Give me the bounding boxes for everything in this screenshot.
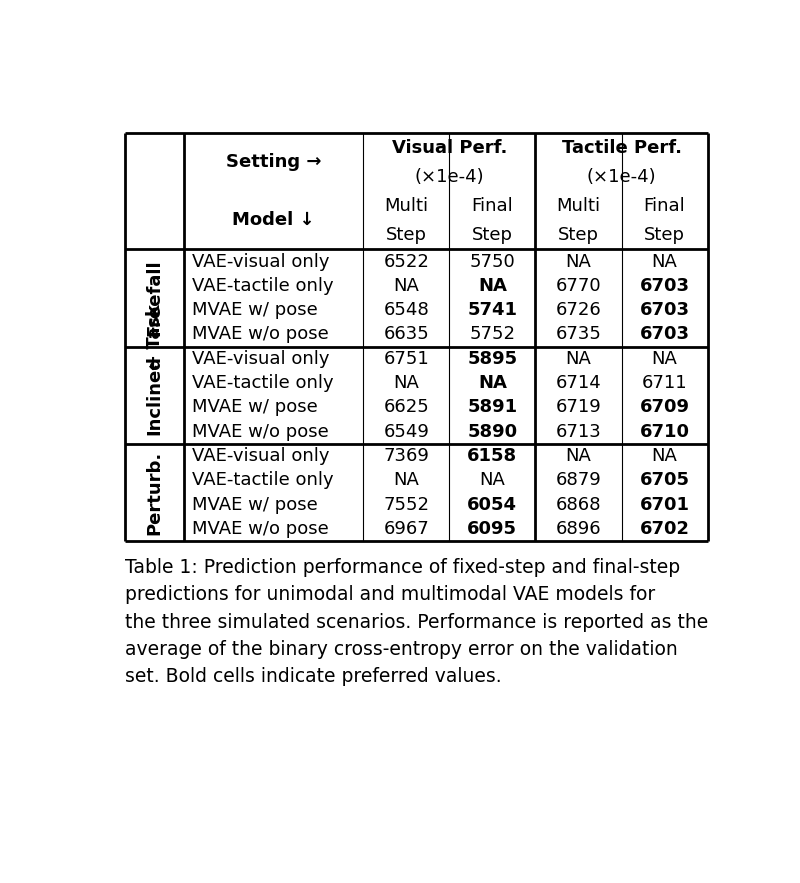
Text: 6549: 6549 [383, 423, 430, 441]
Text: 6710: 6710 [639, 423, 690, 441]
Text: 5890: 5890 [467, 423, 518, 441]
Text: 5741: 5741 [467, 301, 518, 319]
Text: MVAE w/ pose: MVAE w/ pose [192, 495, 318, 514]
Text: NA: NA [479, 472, 506, 489]
Text: VAE-tactile only: VAE-tactile only [192, 472, 334, 489]
Text: Inclined: Inclined [146, 355, 164, 435]
Text: Step: Step [644, 226, 685, 244]
Text: NA: NA [394, 472, 419, 489]
Text: 6705: 6705 [639, 472, 690, 489]
Text: 6967: 6967 [383, 520, 429, 538]
Text: MVAE w/ pose: MVAE w/ pose [192, 398, 318, 417]
Text: 6711: 6711 [642, 374, 687, 392]
Text: 6726: 6726 [555, 301, 602, 319]
Text: 6522: 6522 [383, 253, 430, 270]
Text: 6703: 6703 [639, 326, 690, 343]
Text: MVAE w/o pose: MVAE w/o pose [192, 326, 329, 343]
Text: MVAE w/o pose: MVAE w/o pose [192, 520, 329, 538]
Text: NA: NA [652, 447, 678, 465]
Text: Visual Perf.: Visual Perf. [392, 139, 507, 156]
Text: 7552: 7552 [383, 495, 430, 514]
Text: 6751: 6751 [383, 350, 429, 368]
Text: NA: NA [652, 350, 678, 368]
Text: 6713: 6713 [555, 423, 602, 441]
Text: 6054: 6054 [467, 495, 518, 514]
Text: ← Task: ← Task [146, 304, 164, 370]
Text: VAE-tactile only: VAE-tactile only [192, 277, 334, 295]
Text: VAE-visual only: VAE-visual only [192, 253, 330, 270]
Text: Step: Step [558, 226, 599, 244]
Text: 6735: 6735 [555, 326, 602, 343]
Text: 6702: 6702 [639, 520, 690, 538]
Text: 6896: 6896 [556, 520, 602, 538]
Text: 6719: 6719 [555, 398, 602, 417]
Text: 6879: 6879 [555, 472, 602, 489]
Text: Freefall: Freefall [146, 260, 164, 336]
Text: 6770: 6770 [556, 277, 602, 295]
Text: NA: NA [478, 374, 506, 392]
Text: 7369: 7369 [383, 447, 430, 465]
Text: 6548: 6548 [383, 301, 429, 319]
Text: NA: NA [566, 350, 591, 368]
Text: VAE-visual only: VAE-visual only [192, 447, 330, 465]
Text: NA: NA [394, 374, 419, 392]
Text: 6701: 6701 [639, 495, 690, 514]
Text: Multi: Multi [384, 197, 428, 215]
Text: Step: Step [386, 226, 426, 244]
Text: Perturb.: Perturb. [146, 450, 164, 534]
Text: NA: NA [566, 447, 591, 465]
Text: 6635: 6635 [383, 326, 429, 343]
Text: (×1e-4): (×1e-4) [414, 168, 484, 185]
Text: (×1e-4): (×1e-4) [586, 168, 656, 185]
Text: VAE-visual only: VAE-visual only [192, 350, 330, 368]
Text: 5752: 5752 [470, 326, 515, 343]
Text: 6709: 6709 [639, 398, 690, 417]
Text: 6095: 6095 [467, 520, 518, 538]
Text: Setting →: Setting → [226, 154, 322, 171]
Text: NA: NA [478, 277, 506, 295]
Text: NA: NA [566, 253, 591, 270]
Text: Final: Final [644, 197, 686, 215]
Text: MVAE w/ pose: MVAE w/ pose [192, 301, 318, 319]
Text: Final: Final [471, 197, 514, 215]
Text: Step: Step [472, 226, 513, 244]
Text: 6868: 6868 [556, 495, 602, 514]
Text: 6625: 6625 [383, 398, 429, 417]
Text: 5891: 5891 [467, 398, 518, 417]
Text: 6703: 6703 [639, 277, 690, 295]
Text: Table 1: Prediction performance of fixed-step and final-step
predictions for uni: Table 1: Prediction performance of fixed… [125, 558, 708, 686]
Text: 5895: 5895 [467, 350, 518, 368]
Text: Tactile Perf.: Tactile Perf. [562, 139, 682, 156]
Text: NA: NA [652, 253, 678, 270]
Text: VAE-tactile only: VAE-tactile only [192, 374, 334, 392]
Text: 6714: 6714 [555, 374, 602, 392]
Text: Multi: Multi [556, 197, 601, 215]
Text: MVAE w/o pose: MVAE w/o pose [192, 423, 329, 441]
Text: 6703: 6703 [639, 301, 690, 319]
Text: NA: NA [394, 277, 419, 295]
Text: 5750: 5750 [470, 253, 515, 270]
Text: 6158: 6158 [467, 447, 518, 465]
Text: Model ↓: Model ↓ [233, 211, 315, 230]
